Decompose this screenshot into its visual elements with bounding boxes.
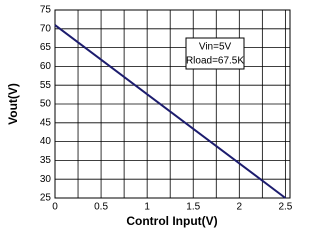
x-tick-label: 0.5 — [94, 202, 108, 213]
annotation: Vin=5V — [199, 42, 232, 53]
annotation: Rload=67.5K — [186, 56, 244, 67]
chart: Vout(V) Control Input(V) 25 30 35 40 45 50 55 6… — [6, 4, 293, 229]
annotation-box — [185, 37, 245, 70]
x-tick-label: 2.5 — [278, 202, 292, 213]
data-line — [54, 24, 286, 199]
y-tick-label: 40 — [40, 136, 52, 147]
y-tick-label: 25 — [40, 193, 52, 204]
y-tick-label: 30 — [40, 174, 52, 185]
x-tick-label: 0 — [52, 202, 58, 213]
y-tick-label: 65 — [40, 42, 52, 53]
y-tick-label: 55 — [40, 80, 52, 91]
x-tick-label: 1 — [144, 202, 150, 213]
x-tick-label: 1.5 — [186, 202, 200, 213]
y-tick-label: 70 — [40, 23, 52, 34]
x-axis-title: Control Input(V) — [126, 214, 217, 228]
y-tick-label: 50 — [40, 99, 52, 110]
plot-frame — [54, 9, 291, 199]
x-tick-label: 2 — [237, 202, 243, 213]
plot-area: 25 30 35 40 45 50 55 60 65 70 75 0 0.5 1 1.5 2 2.5 — [40, 5, 293, 213]
y-tick-label: 35 — [40, 155, 52, 166]
y-tick-label: 45 — [40, 117, 52, 128]
y-axis-title: Vout(V) — [6, 83, 20, 125]
y-tick-label: 75 — [40, 5, 52, 16]
y-tick-label: 60 — [40, 61, 52, 72]
